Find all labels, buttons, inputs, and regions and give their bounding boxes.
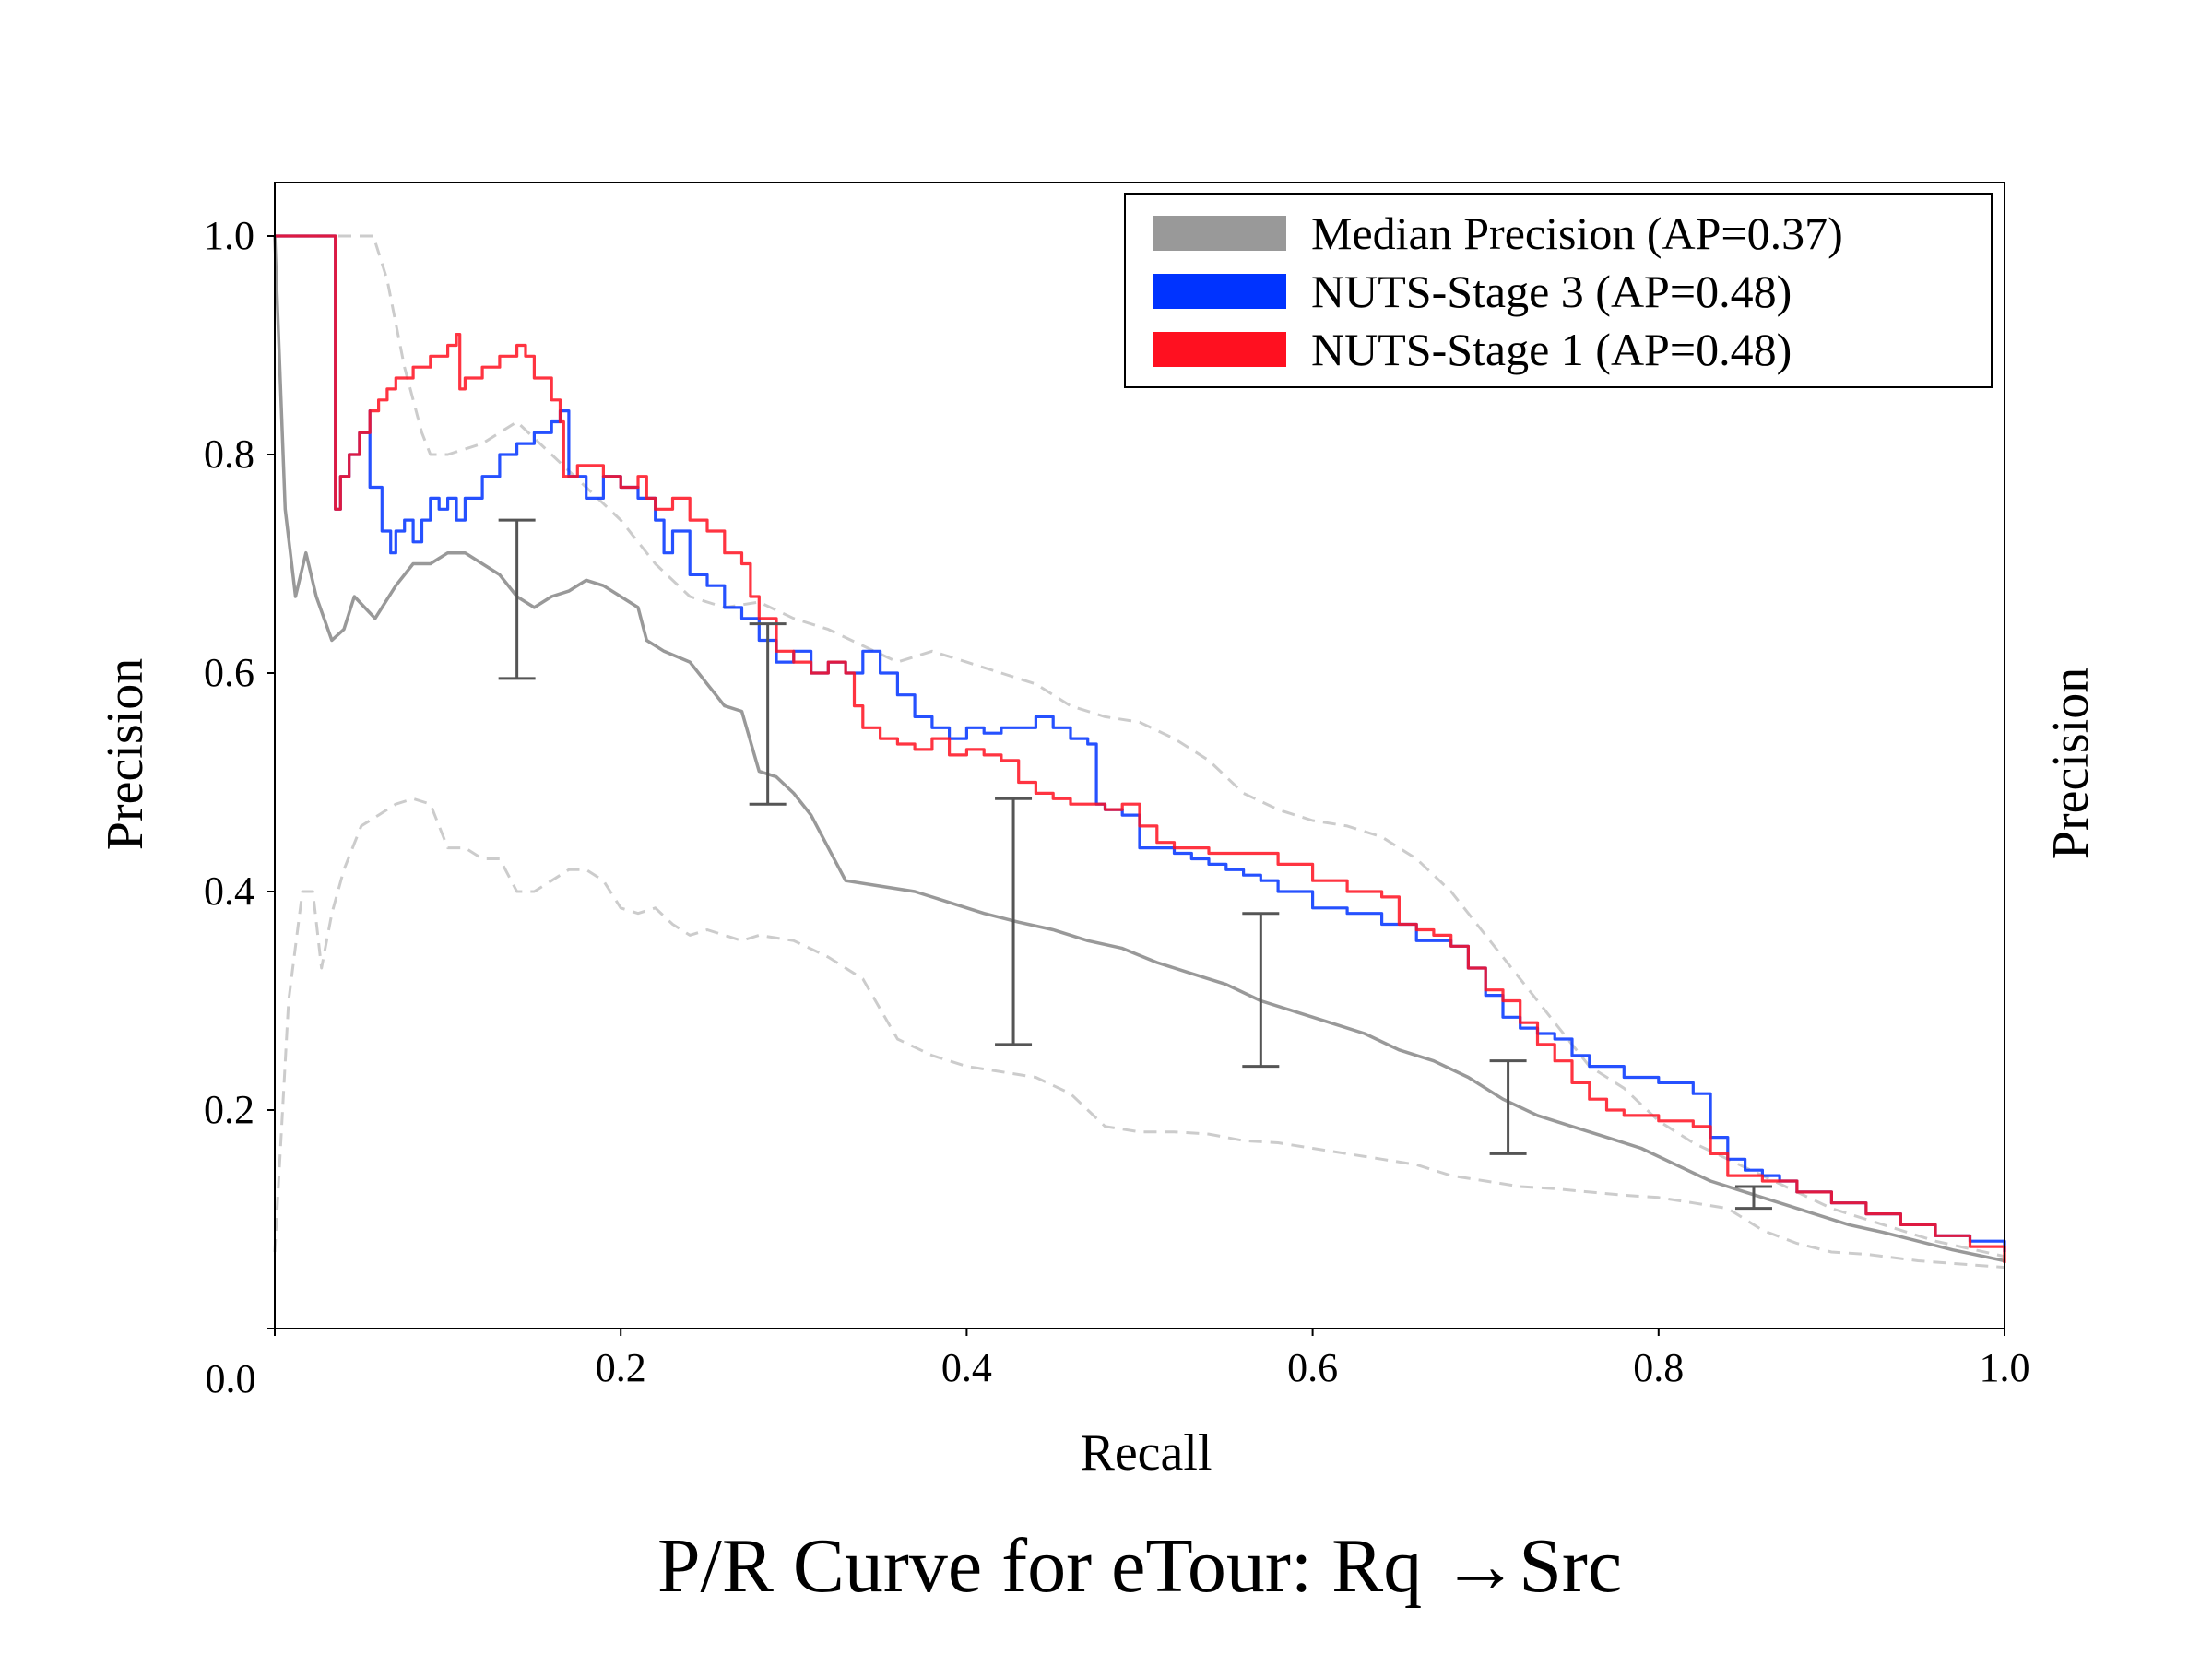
y-tick-label: 0.4	[204, 868, 254, 914]
x-axis-ticks: 0.0 0.2 0.4 0.6 0.8 1.0	[206, 1329, 2030, 1401]
plot-frame	[274, 182, 2005, 1329]
error-bar	[498, 518, 536, 680]
error-bar	[1489, 1059, 1527, 1155]
y-tick-label: 0.6	[204, 650, 254, 695]
x-tick-label: 0.0	[206, 1356, 256, 1401]
error-bar	[995, 797, 1033, 1046]
y-axis-label-right: Precision	[2042, 668, 2100, 859]
error-bar	[1242, 912, 1280, 1069]
legend-label-stage3: NUTS-Stage 3 (AP=0.48)	[1311, 266, 1792, 317]
legend: Median Precision (AP=0.37) NUTS-Stage 3 …	[1124, 193, 1993, 388]
median-precision-line	[273, 235, 2005, 1263]
x-tick-label: 1.0	[1980, 1345, 2030, 1390]
x-tick-label: 0.6	[1287, 1345, 1338, 1390]
y-tick-label: 0.2	[204, 1087, 254, 1132]
series-layer	[273, 234, 2006, 1270]
y-axis-ticks: 0.2 0.4 0.6 0.8 1.0	[204, 213, 275, 1329]
y-axis-label: Precision	[97, 658, 154, 850]
x-tick-label: 0.8	[1633, 1345, 1684, 1390]
error-bar	[1734, 1185, 1772, 1211]
x-tick-label: 0.4	[941, 1345, 992, 1390]
nuts-stage3-line	[275, 234, 2006, 1252]
legend-swatch-stage1	[1153, 332, 1286, 367]
x-tick-label: 0.2	[596, 1345, 646, 1390]
legend-label-median: Median Precision (AP=0.37)	[1311, 207, 1843, 259]
y-tick-label: 1.0	[204, 213, 254, 258]
error-bar	[749, 622, 787, 806]
legend-swatch-median	[1153, 216, 1286, 251]
x-axis-label: Recall	[1080, 1424, 1212, 1482]
chart-title: P/R Curve for eTour: Rq →Src	[657, 1523, 1622, 1609]
legend-label-stage1: NUTS-Stage 1 (AP=0.48)	[1311, 324, 1792, 375]
y-tick-label: 0.8	[204, 431, 254, 477]
nuts-stage1-line	[275, 234, 2006, 1263]
error-bars	[498, 518, 1772, 1211]
upper-bound-dashed-line	[275, 234, 2005, 1258]
lower-bound-dashed-line	[273, 797, 2005, 1270]
legend-swatch-stage3	[1153, 274, 1286, 309]
